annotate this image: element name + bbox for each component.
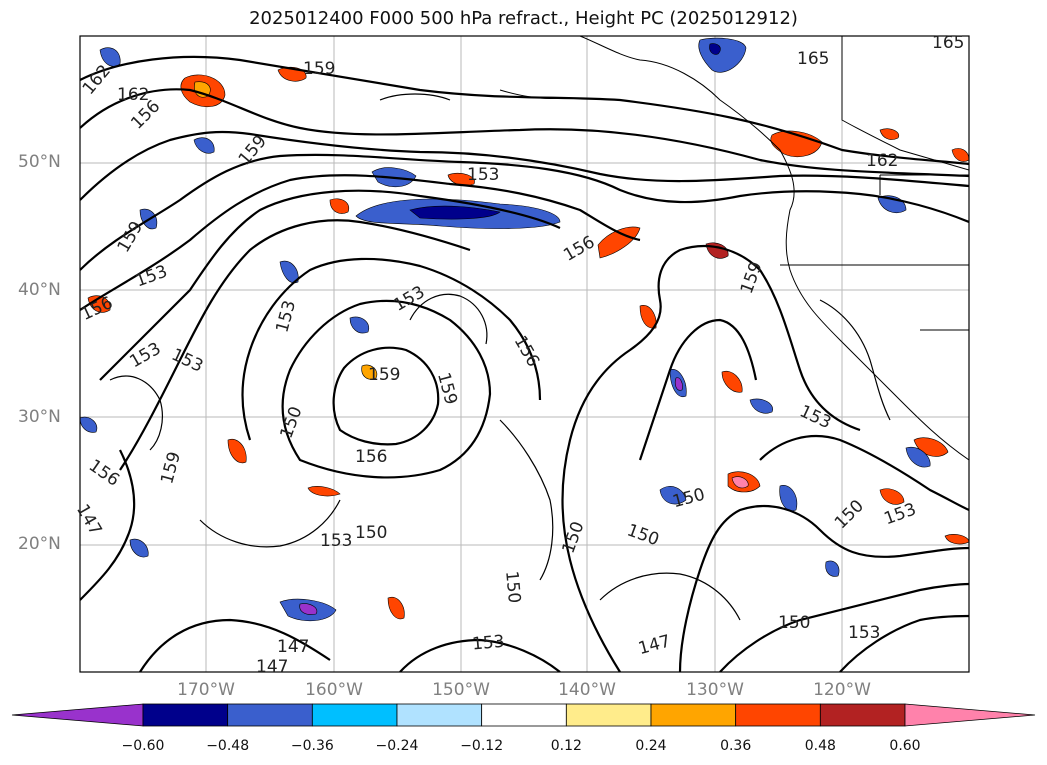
colorbar-tick-label: 0.36 [720, 738, 752, 754]
colorbar-tick-label: 0.12 [550, 738, 582, 754]
contour-label: 153 [882, 499, 919, 529]
lon-label-170w: 170°W [177, 680, 235, 700]
contour-label: 153 [390, 282, 428, 316]
height-contours [80, 55, 969, 672]
contour-label: 159 [737, 259, 767, 296]
contour-label: 150 [501, 570, 524, 604]
colorbar-segment [311, 703, 398, 727]
contour-label: 153 [272, 298, 300, 335]
lat-label-40n: 40°N [18, 280, 61, 300]
lon-label-120w: 120°W [813, 680, 871, 700]
contour-label: 150 [624, 520, 661, 550]
colorbar-segments [11, 703, 1036, 727]
contour-label: 162 [79, 61, 115, 99]
contour-label: 147 [256, 657, 288, 677]
colorbar-extend-low [11, 703, 144, 727]
contour-label: 150 [277, 404, 307, 441]
colorbar-segment [735, 703, 821, 727]
map-title: 2025012400 F000 500 hPa refract., Height… [249, 8, 798, 29]
colorbar-segment [227, 703, 313, 727]
contour-label: 159 [303, 59, 335, 79]
lat-label-20n: 20°N [18, 534, 61, 554]
colorbar-tick-label: −0.60 [121, 738, 165, 754]
lat-label-50n: 50°N [18, 152, 61, 172]
colorbar-segment [481, 703, 567, 727]
contour-label: 153 [471, 632, 505, 655]
contour-label: 150 [355, 523, 387, 543]
contour-label: 147 [277, 637, 309, 657]
contour-label: 153 [126, 339, 164, 373]
colorbar-tick-label: −0.48 [206, 738, 250, 754]
colorbar-tick-label: 0.24 [635, 738, 667, 754]
colorbar-extend-high [904, 703, 1036, 727]
contour-label: 147 [636, 631, 673, 659]
lon-label-150w: 150°W [432, 680, 490, 700]
lon-label-130w: 130°W [686, 680, 744, 700]
colorbar-tick-label: 0.48 [804, 738, 836, 754]
fine-contours [109, 93, 891, 621]
colorbar-tick-label: 0.60 [889, 738, 921, 754]
colorbar-tick-label: −0.24 [375, 738, 419, 754]
contour-label: 156 [355, 447, 387, 467]
contour-label: 159 [368, 365, 400, 385]
contour-label: 156 [560, 232, 598, 266]
colorbar-segment [819, 703, 906, 727]
colorbar-segment [396, 703, 483, 727]
contour-label: 153 [133, 262, 170, 292]
contour-label: 156 [78, 293, 116, 325]
lon-label-140w: 140°W [558, 680, 616, 700]
contour-label: 156 [85, 456, 123, 491]
contour-label: 162 [117, 85, 149, 105]
contour-label: 162 [866, 151, 898, 171]
contour-label: 150 [778, 613, 810, 633]
refractivity-shading [80, 37, 969, 622]
contour-label: 153 [467, 165, 499, 185]
colorbar-segment [565, 703, 652, 727]
gridlines [80, 36, 969, 672]
colorbar-segment [142, 703, 229, 727]
lat-label-30n: 30°N [18, 407, 61, 427]
colorbar-tick-label: −0.36 [290, 738, 334, 754]
colorbar-segment [650, 703, 737, 727]
contour-label: 165 [932, 33, 964, 53]
contour-label: 153 [848, 623, 880, 643]
contour-label: 150 [831, 496, 868, 533]
contour-label: 153 [320, 531, 352, 551]
colorbar [11, 703, 1036, 727]
lon-label-160w: 160°W [305, 680, 363, 700]
contour-label: 147 [72, 501, 106, 539]
contour-label: 165 [797, 49, 829, 69]
contour-label: 159 [157, 450, 185, 487]
colorbar-tick-label: −0.12 [460, 738, 504, 754]
contour-label: 153 [796, 401, 834, 433]
map-frame [79, 35, 970, 673]
contour-label: 156 [510, 332, 544, 370]
